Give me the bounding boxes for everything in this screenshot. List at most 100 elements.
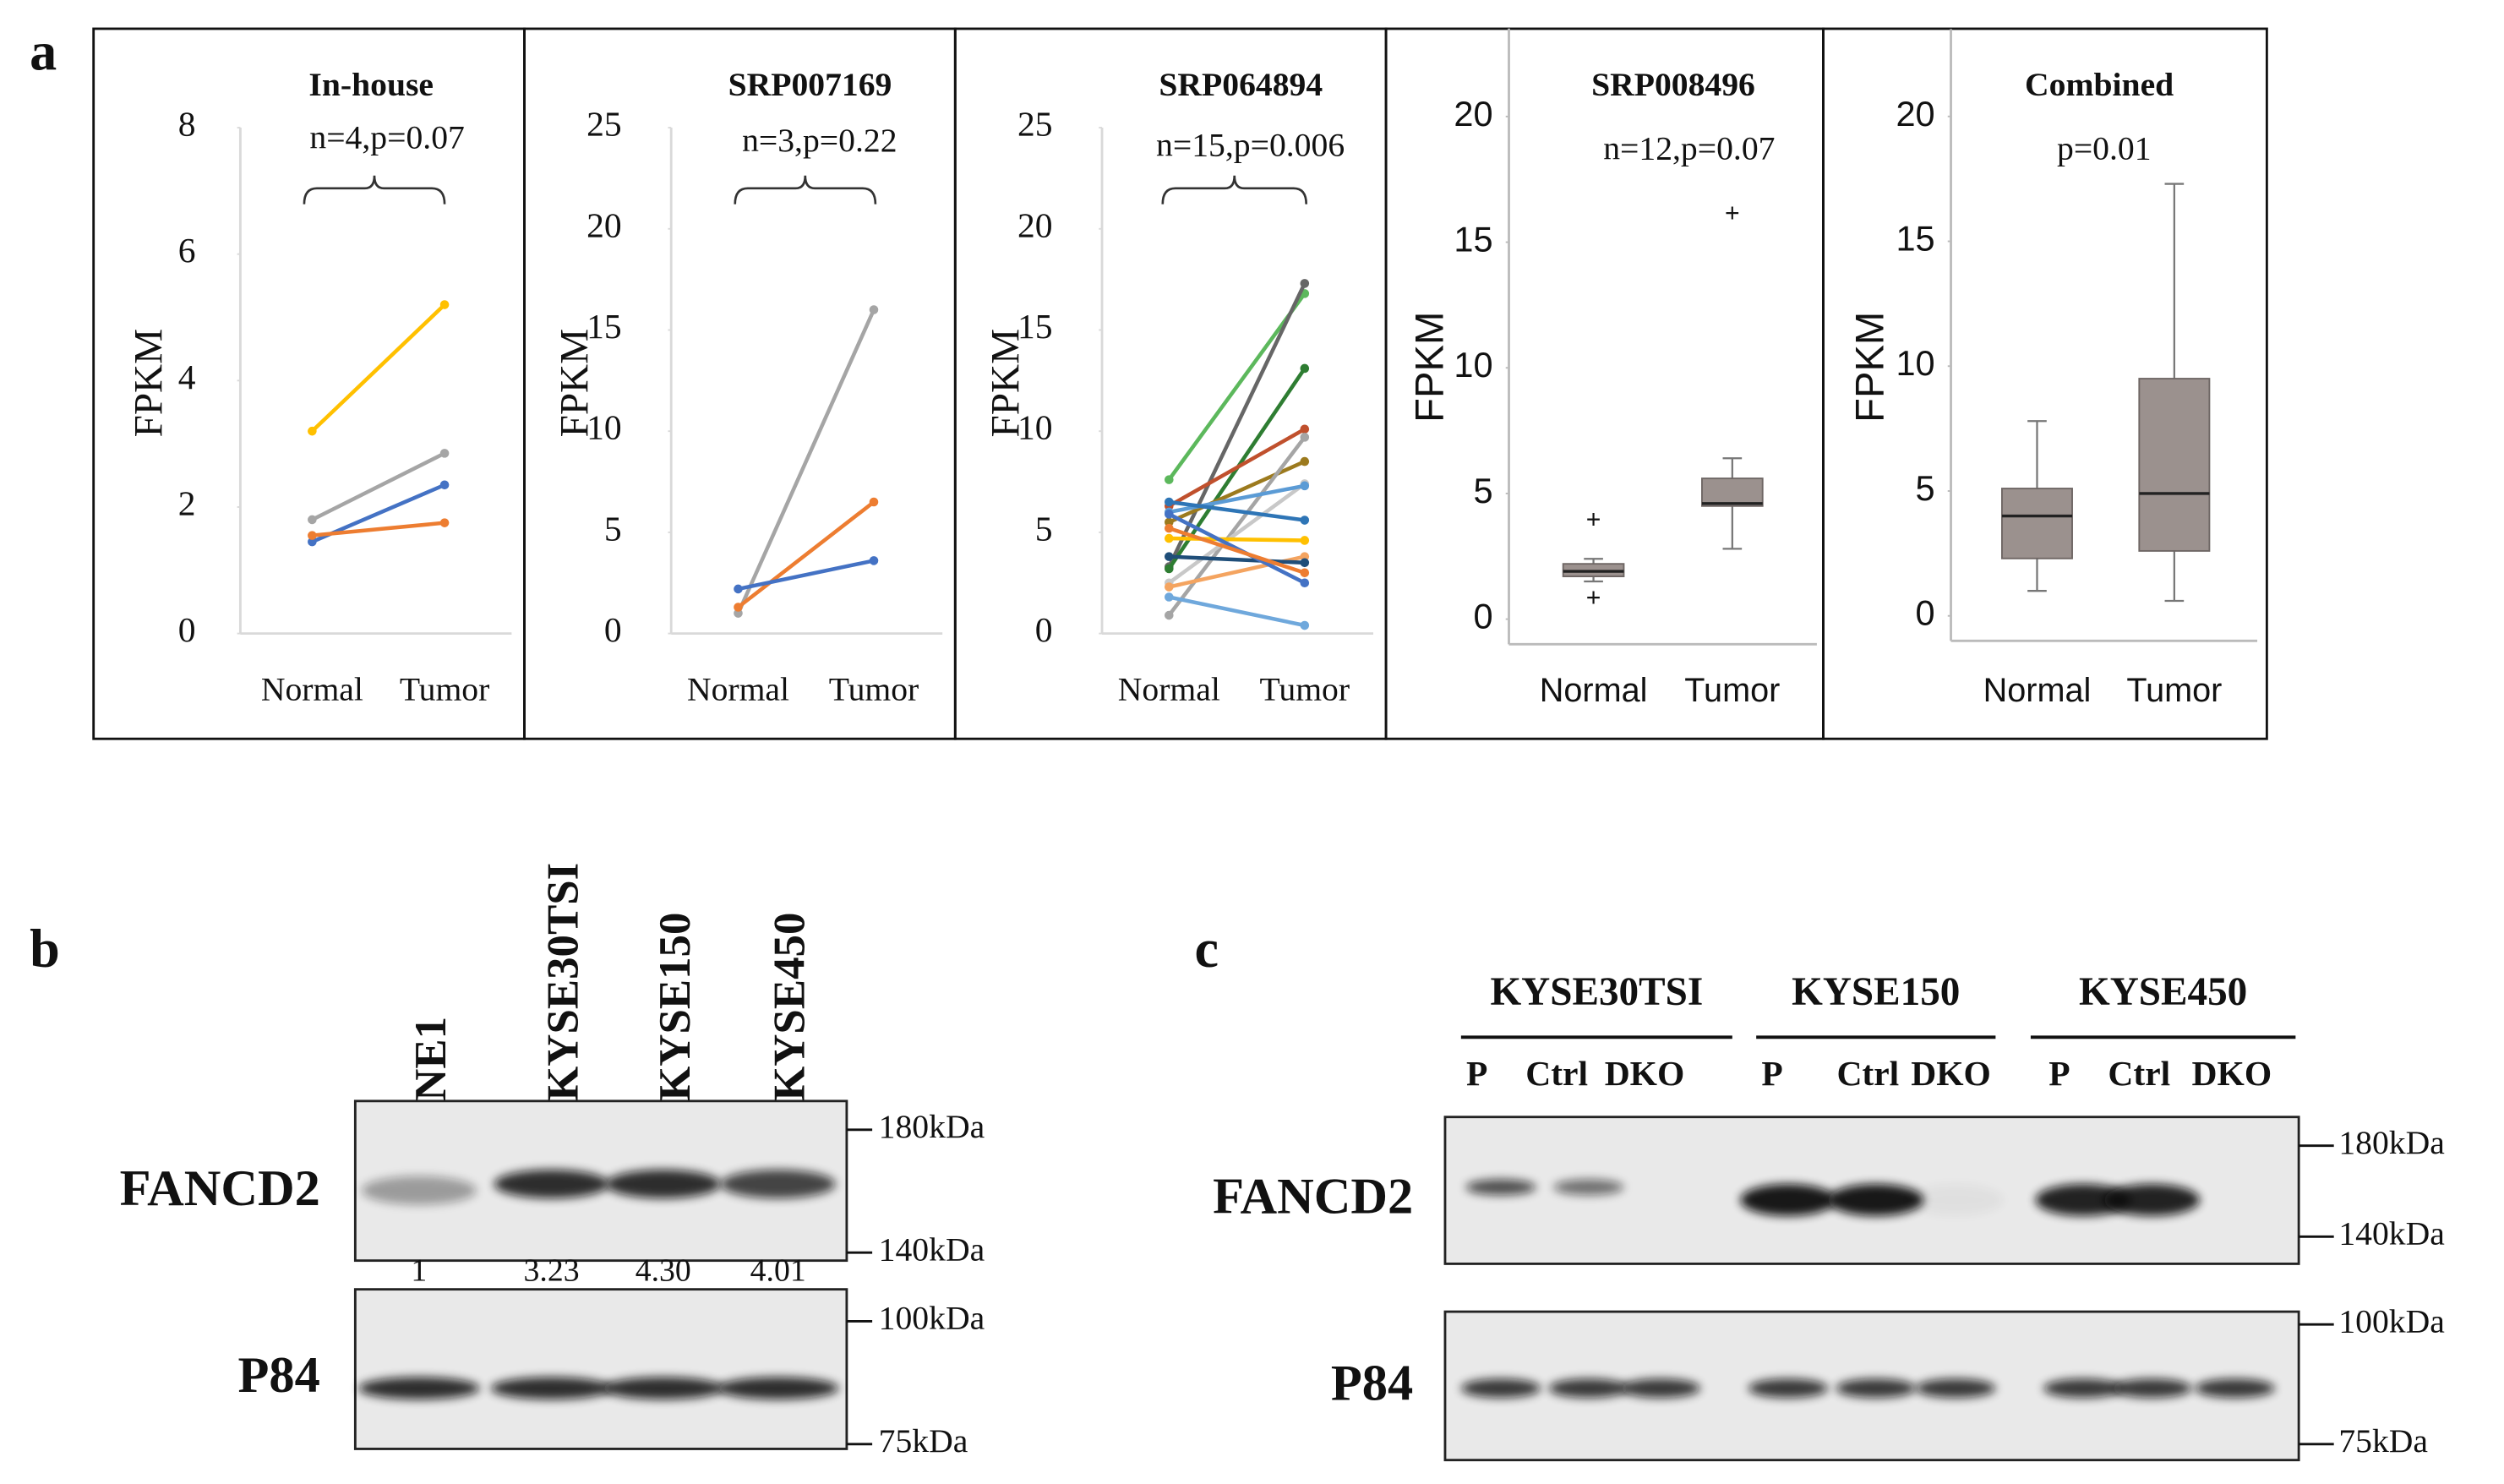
y-tick-label: 25 — [1017, 105, 1053, 144]
box — [2000, 488, 2073, 559]
chart: 0 5 10 15 20 Normal Tumor FPKM Combined p=0.01 — [1847, 29, 2258, 709]
group-label: KYSE450 — [2079, 970, 2247, 1014]
y-tick-label: 0 — [604, 610, 622, 649]
lane-label: Ctrl — [1525, 1054, 1588, 1093]
band — [2043, 1378, 2124, 1399]
lane-label: Ctrl — [1836, 1054, 1899, 1093]
y-tick-label: 0 — [178, 610, 196, 649]
panel-frame — [1822, 27, 2268, 740]
band — [1740, 1184, 1836, 1216]
x-tick-label: Tumor — [829, 671, 919, 708]
series-line — [737, 500, 876, 609]
y-tick-label: 10 — [586, 408, 622, 447]
marker-label: 140kDa — [879, 1230, 985, 1268]
marker-label: 140kDa — [2338, 1214, 2445, 1252]
data-point — [1165, 552, 1174, 561]
series-line — [1167, 482, 1307, 585]
bracket — [1161, 175, 1308, 205]
marker-label: 180kDa — [879, 1108, 985, 1145]
y-tick-label: 5 — [1035, 509, 1053, 548]
chart-title: SRP007169 — [728, 66, 892, 103]
data-point — [1300, 536, 1310, 545]
data-point — [1300, 279, 1310, 288]
series-line — [738, 559, 875, 592]
data-point — [1300, 516, 1310, 525]
y-tick-label: 10 — [1017, 408, 1053, 447]
chart: 0 2 4 6 8 Normal Tumor FPKM In-house n=4,p=0.07 — [127, 66, 512, 708]
data-point — [439, 449, 450, 458]
y-tick-label: 20 — [586, 205, 622, 244]
lane-label: KYSE450 — [766, 913, 815, 1101]
band — [2195, 1378, 2275, 1399]
lane-label: DKO — [1911, 1054, 1991, 1093]
group-label: KYSE150 — [1792, 970, 1960, 1014]
series-line — [1168, 526, 1306, 575]
panel-frames — [92, 27, 2268, 740]
data-point — [1300, 568, 1310, 578]
y-tick-label: 5 — [604, 509, 622, 548]
bracket — [303, 175, 446, 205]
series-line — [310, 303, 446, 433]
marker-label: 75kDa — [2338, 1422, 2428, 1459]
x-tick-label: Tumor — [2126, 672, 2222, 709]
outlier: + — [1725, 199, 1740, 227]
annotation: n=4,p=0.07 — [309, 118, 464, 155]
band — [605, 1170, 721, 1199]
y-axis-label: FPKM — [1407, 312, 1452, 423]
band — [1828, 1184, 1924, 1216]
data-point — [1300, 578, 1310, 588]
y-tick-label: 0 — [1474, 597, 1493, 636]
band — [1620, 1378, 1701, 1399]
data-point — [869, 497, 879, 507]
quantification-label: 1 — [411, 1252, 427, 1288]
chart: 0 5 10 15 20 Normal Tumor FPKM SRP008496 n=12,p=0… — [1407, 28, 1817, 709]
annotation: p=0.01 — [2057, 129, 2152, 166]
data-point — [1165, 533, 1174, 543]
band — [1907, 1184, 2004, 1216]
y-tick-label: 20 — [1896, 94, 1934, 134]
x-tick-label: Tumor — [1260, 671, 1350, 708]
bracket — [734, 175, 877, 205]
outlier: + — [1586, 584, 1601, 612]
y-axis-label: FPKM — [127, 329, 171, 438]
x-tick-label: Tumor — [400, 671, 490, 708]
y-tick-label: 10 — [1454, 345, 1492, 385]
data-point — [308, 426, 317, 436]
chart-title: SRP008496 — [1591, 66, 1755, 103]
y-tick-label: 15 — [1017, 307, 1053, 346]
data-point — [1300, 433, 1310, 442]
annotation: n=12,p=0.07 — [1603, 129, 1775, 166]
marker-label: 180kDa — [2338, 1124, 2445, 1161]
protein-label: P84 — [1331, 1356, 1413, 1412]
band — [720, 1170, 836, 1199]
protein-label: P84 — [237, 1347, 319, 1404]
series-line — [1169, 536, 1305, 543]
data-point — [1300, 620, 1310, 630]
data-point — [308, 515, 317, 525]
series-line — [1167, 282, 1307, 568]
data-point — [1300, 363, 1310, 374]
series-line — [1169, 499, 1306, 522]
annotation: n=15,p=0.006 — [1156, 127, 1345, 164]
series-line — [1168, 483, 1306, 515]
box — [1701, 477, 1764, 507]
panel-label: a — [30, 22, 57, 82]
x-tick-label: Normal — [1540, 672, 1648, 709]
band — [2103, 1184, 2201, 1216]
data-point — [869, 305, 879, 314]
band — [1915, 1378, 1996, 1399]
y-tick-label: 15 — [1896, 218, 1934, 258]
lane-label: DKO — [2192, 1054, 2272, 1093]
outlier: + — [1586, 506, 1601, 534]
band — [2112, 1378, 2192, 1399]
y-tick-label: 15 — [1454, 220, 1492, 259]
chart-title: In-house — [308, 66, 434, 103]
quantification-label: 4.01 — [750, 1252, 806, 1288]
y-axis-label: FPKM — [1847, 312, 1892, 423]
x-tick-label: Normal — [1983, 672, 2092, 709]
panel-label: c — [1195, 919, 1219, 979]
band — [2035, 1184, 2131, 1216]
data-point — [1300, 456, 1310, 466]
band — [717, 1377, 839, 1399]
